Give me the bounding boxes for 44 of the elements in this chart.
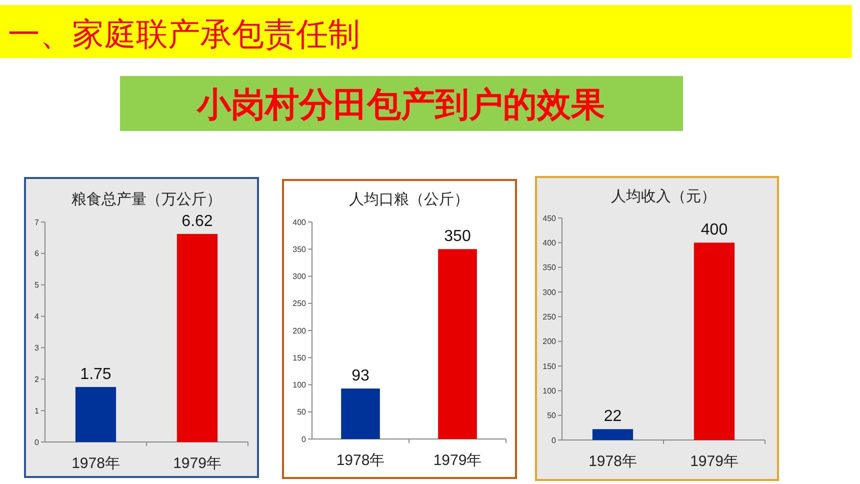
x-tick-label: 1978年 (588, 453, 637, 470)
y-tick-label: 300 (292, 272, 307, 282)
y-tick-label: 4 (34, 312, 40, 322)
x-tick-label: 1979年 (690, 453, 738, 470)
x-tick-label: 1979年 (433, 452, 482, 469)
data-label: 6.62 (182, 212, 213, 230)
data-label: 350 (444, 228, 471, 246)
text: 一、家庭联产承包责任制 (8, 16, 360, 52)
x-tick-label: 1979年 (173, 455, 222, 472)
y-tick-label: 100 (542, 386, 557, 396)
data-label: 93 (352, 368, 370, 385)
text: 小岗村分田包产到户的效果 (196, 86, 605, 124)
y-tick-label: 0 (302, 434, 307, 444)
y-tick-label: 400 (292, 218, 307, 227)
y-tick-label: 3 (34, 344, 40, 353)
y-tick-label: 350 (292, 244, 307, 254)
chart-title: 人均口粮（公斤） (349, 191, 469, 208)
y-tick-label: 150 (542, 362, 557, 371)
y-tick-label: 400 (542, 238, 557, 248)
y-tick-label: 0 (34, 438, 40, 447)
y-tick-label: 450 (542, 214, 557, 223)
y-tick-label: 7 (34, 218, 40, 227)
data-label: 22 (604, 408, 622, 426)
y-tick-label: 50 (297, 408, 307, 417)
y-tick-label: 5 (34, 280, 40, 290)
x-tick-label: 1978年 (336, 452, 385, 469)
chart-title: 人均收入（元） (611, 188, 716, 205)
y-tick-label: 2 (34, 374, 40, 384)
y-tick-label: 250 (292, 299, 307, 308)
y-tick-label: 300 (542, 288, 557, 297)
y-tick-label: 0 (552, 436, 557, 445)
y-tick-label: 350 (542, 263, 557, 272)
y-tick-label: 50 (547, 411, 557, 420)
x-tick-label: 1978年 (72, 455, 120, 472)
y-tick-label: 6 (34, 249, 40, 258)
data-label: 400 (700, 222, 728, 239)
chart-title: 粮食总产量（万公斤） (72, 191, 222, 208)
y-tick-label: 150 (292, 353, 307, 362)
y-tick-label: 1 (34, 406, 40, 416)
y-tick-label: 100 (292, 380, 307, 390)
y-tick-label: 200 (542, 337, 557, 346)
data-label: 1.75 (80, 366, 112, 383)
y-tick-label: 200 (292, 326, 307, 336)
y-tick-label: 250 (542, 312, 557, 322)
